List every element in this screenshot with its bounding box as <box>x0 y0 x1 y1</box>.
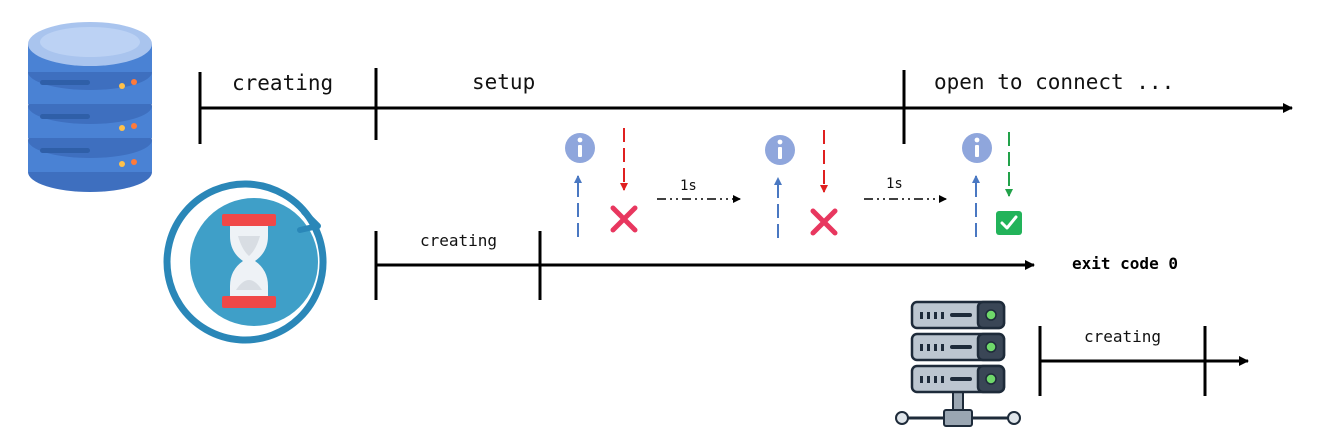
timeline-waiter: creating exit code 0 <box>374 231 1178 300</box>
retry-interval-label: 1s <box>886 176 903 192</box>
db-phase-open-to-connect: open to connect ... <box>934 70 1174 94</box>
waiter-phase-creating: creating <box>420 231 497 250</box>
server-rack-icon <box>895 300 1021 427</box>
checkmark-icon <box>996 211 1022 235</box>
info-icon <box>765 135 795 165</box>
check-attempt-3 <box>962 132 1022 237</box>
info-icon <box>962 133 992 163</box>
database-icon <box>28 22 152 192</box>
retry-interval-2: 1s <box>864 176 947 203</box>
db-phase-setup: setup <box>472 70 535 94</box>
cross-icon <box>610 205 638 233</box>
app-phase-creating: creating <box>1084 327 1161 346</box>
retry-interval-label: 1s <box>680 178 697 194</box>
info-icon <box>565 133 595 163</box>
timeline-database: creating setup open to connect ... <box>198 68 1293 144</box>
retry-interval-1: 1s <box>657 178 741 203</box>
check-attempt-2 <box>765 130 838 238</box>
exit-code-label: exit code 0 <box>1072 254 1178 273</box>
cross-icon <box>810 208 838 236</box>
hourglass-icon <box>163 180 327 344</box>
db-phase-creating: creating <box>232 71 333 95</box>
check-attempt-1 <box>565 128 638 237</box>
timeline-app: creating <box>1038 326 1249 396</box>
